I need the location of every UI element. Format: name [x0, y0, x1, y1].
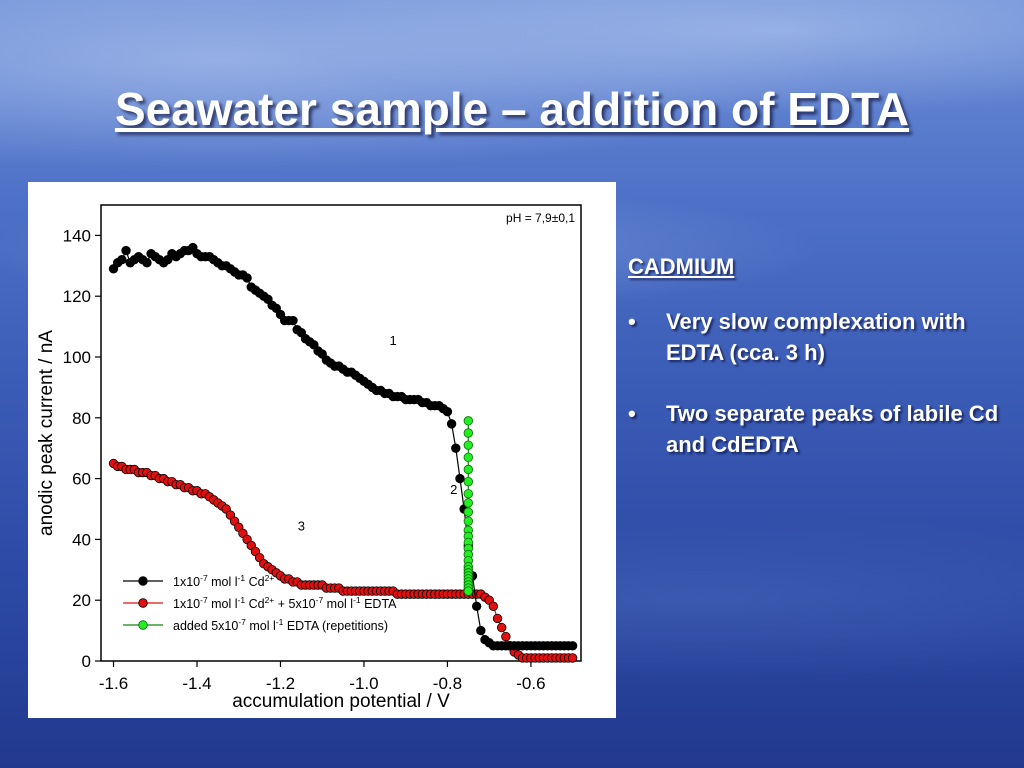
x-tick-label: -0.6: [516, 674, 545, 693]
legend-superscript: -7: [200, 573, 208, 583]
y-tick-label: 120: [63, 287, 91, 306]
peak-current-chart: -1.6 -1.4 -1.2 -1.0 -0.8 -0.6 0 20 40 60 80 100 120 1…: [36, 204, 582, 712]
data-point: [463, 440, 474, 450]
data-point: [121, 245, 131, 256]
legend-entry: 1x10-7 mol l-1 Cd2+ + 5x10-7 mol l-1 EDT…: [173, 595, 397, 611]
axis-ticks: -1.6 -1.4 -1.2 -1.0 -0.8 -0.6 0 20 40 60 80 100 120 1…: [36, 226, 546, 712]
data-point: [463, 464, 474, 475]
legend-entry: added 5x10-7 mol l-1 EDTA (repetitions): [173, 617, 388, 633]
bullet-text: Two separate peaks of labile Cd and CdED…: [666, 401, 999, 457]
labels-layer: pH = 7,9±0,1 1 2 3: [298, 211, 576, 533]
legend-text: Cd: [245, 597, 265, 611]
series-layer: [108, 242, 578, 663]
data-point: [463, 428, 474, 438]
data-point: [471, 601, 482, 611]
data-point: [288, 315, 298, 326]
legend-text: + 5x10: [274, 597, 315, 611]
legend-superscript: -7: [238, 617, 246, 627]
legend-text: EDTA (repetitions): [283, 619, 388, 633]
legend-text: mol l: [208, 597, 238, 611]
legend-superscript: 2+: [265, 573, 275, 583]
y-tick-label: 80: [72, 409, 91, 428]
y-tick-label: 40: [72, 530, 91, 549]
legend-marker: [138, 620, 148, 630]
data-point: [567, 653, 578, 663]
data-point: [463, 507, 474, 517]
x-tick-label: -1.0: [349, 674, 378, 693]
legend-text: Cd: [245, 575, 265, 589]
legend: 1x10-7 mol l-1 Cd2+1x10-7 mol l-1 Cd2+ +…: [123, 573, 397, 633]
legend-text: mol l: [208, 575, 238, 589]
x-tick-label: -1.4: [182, 674, 211, 693]
x-tick-label: -1.6: [99, 674, 128, 693]
y-tick-label: 140: [63, 226, 91, 245]
data-point: [463, 516, 474, 526]
data-point: [488, 601, 499, 611]
data-point: [455, 473, 465, 484]
y-tick-label: 100: [63, 348, 91, 367]
legend-superscript: -1: [353, 595, 361, 605]
legend-text: 1x10: [173, 597, 200, 611]
data-point: [463, 586, 474, 596]
legend-text: mol l: [323, 597, 353, 611]
y-tick-label: 60: [72, 470, 91, 489]
data-point: [242, 273, 252, 283]
legend-superscript: -7: [316, 595, 324, 605]
data-point: [492, 613, 503, 624]
data-point: [142, 258, 152, 268]
data-point: [117, 255, 127, 265]
data-point: [463, 452, 474, 463]
legend-superscript: -7: [200, 595, 208, 605]
y-axis-label: anodic peak current / nA: [36, 330, 57, 536]
data-point: [567, 641, 578, 651]
x-tick-label: -0.8: [433, 674, 462, 693]
side-panel: CADMIUM • Very slow complexation with ED…: [628, 254, 1008, 490]
data-point: [463, 489, 474, 499]
x-tick-label: -1.2: [266, 674, 295, 693]
data-point: [442, 407, 453, 417]
curve-label: 1: [390, 333, 397, 348]
legend-superscript: 2+: [265, 595, 275, 605]
legend-text: EDTA: [361, 597, 398, 611]
plot-frame: [100, 204, 582, 662]
x-axis-label: accumulation potential / V: [232, 691, 450, 712]
legend-superscript: -1: [238, 595, 246, 605]
bullet-dot: •: [628, 309, 636, 334]
legend-text: 1x10: [173, 575, 200, 589]
legend-text: added 5x10: [173, 619, 238, 633]
data-point: [463, 498, 474, 508]
legend-entry: 1x10-7 mol l-1 Cd2+: [173, 573, 274, 589]
plot-border: [100, 204, 582, 662]
section-heading: CADMIUM: [628, 254, 735, 279]
legend-superscript: -1: [276, 617, 284, 627]
data-point: [446, 419, 457, 429]
legend-superscript: -1: [238, 573, 246, 583]
data-point: [463, 476, 474, 487]
legend-marker: [138, 576, 148, 586]
bullet-item: • Very slow complexation with EDTA (cca.…: [628, 306, 1008, 368]
data-point: [501, 631, 511, 642]
curve-label: 3: [298, 518, 305, 533]
y-tick-label: 0: [82, 652, 91, 671]
data-point: [451, 443, 461, 453]
slide-title: Seawater sample – addition of EDTA: [114, 83, 910, 135]
ph-annotation: pH = 7,9±0,1: [506, 211, 575, 225]
curve-label: 2: [450, 482, 457, 497]
legend-marker: [138, 598, 148, 608]
legend-text: mol l: [246, 619, 276, 633]
bullet-text: Very slow complexation with EDTA (cca. 3…: [666, 309, 966, 365]
data-point: [463, 416, 474, 426]
bullet-item: • Two separate peaks of labile Cd and Cd…: [628, 398, 1008, 460]
chart-panel: -1.6 -1.4 -1.2 -1.0 -0.8 -0.6 0 20 40 60 80 100 120 1…: [28, 182, 616, 718]
y-tick-label: 20: [72, 591, 91, 610]
bullet-dot: •: [628, 401, 636, 426]
data-point: [476, 625, 486, 636]
data-point: [496, 622, 507, 633]
